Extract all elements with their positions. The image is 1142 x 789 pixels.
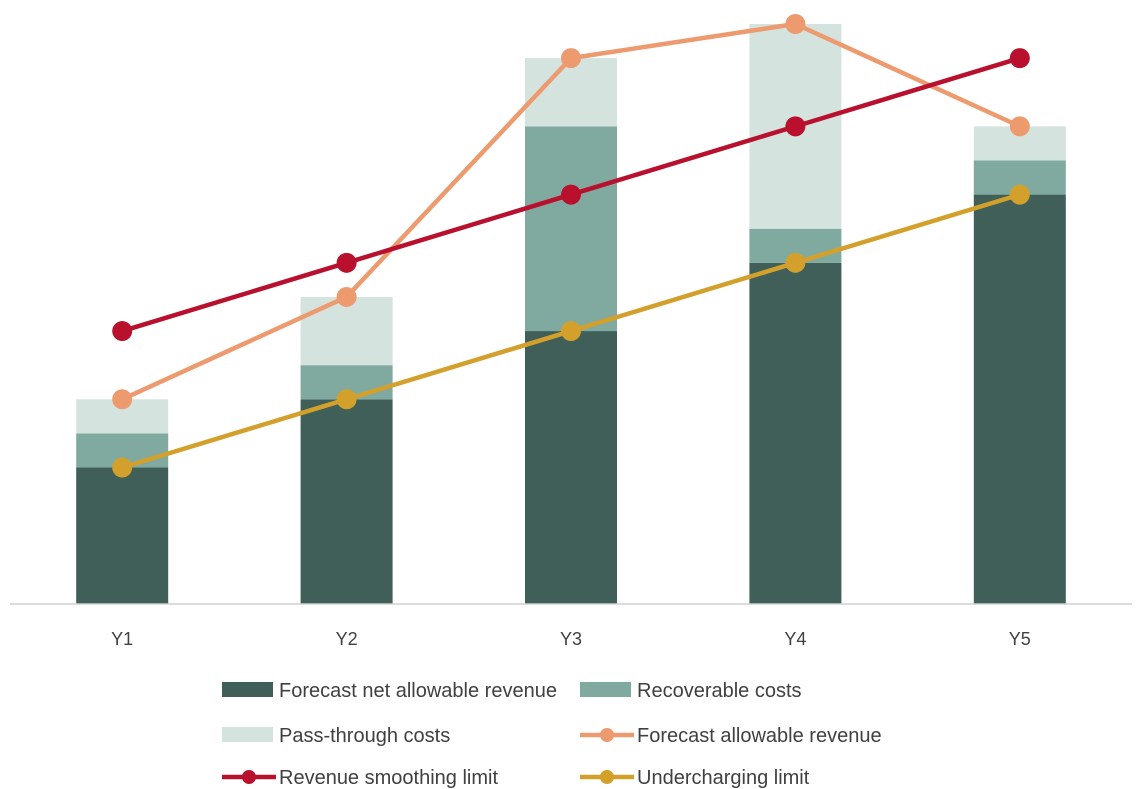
x-tick-label: Y4	[784, 629, 806, 649]
bar-forecast-net-allowable-revenue-y3	[525, 331, 617, 604]
legend-item-undercharging-limit: Undercharging limit	[580, 767, 810, 789]
point-forecast-allowable-revenue-y1	[112, 389, 133, 410]
legend-item-pass-through-costs: Pass-through costs	[222, 725, 450, 747]
legend-label: Recoverable costs	[637, 680, 802, 702]
bar-recoverable-costs-y3	[525, 126, 617, 332]
point-revenue-smoothing-limit-y2	[336, 252, 357, 273]
x-tick-label: Y3	[560, 629, 582, 649]
legend-marker	[600, 728, 614, 742]
point-undercharging-limit-y2	[336, 389, 357, 410]
legend-item-revenue-smoothing-limit: Revenue smoothing limit	[222, 767, 498, 789]
legend: Forecast net allowable revenue Recoverabl…	[222, 680, 882, 789]
point-revenue-smoothing-limit-y1	[112, 321, 133, 342]
point-undercharging-limit-y5	[1009, 184, 1030, 205]
point-forecast-allowable-revenue-y5	[1009, 116, 1030, 137]
bar-forecast-net-allowable-revenue-y5	[973, 194, 1066, 604]
point-revenue-smoothing-limit-y5	[1009, 48, 1030, 69]
x-tick-labels: Y1 Y2 Y3 Y4 Y5	[111, 629, 1031, 649]
bars-layer	[76, 24, 1066, 604]
legend-marker	[242, 770, 256, 784]
x-tick-label: Y1	[111, 629, 133, 649]
lines-layer	[112, 14, 1030, 478]
bar-forecast-net-allowable-revenue-y2	[300, 399, 393, 604]
legend-item-forecast-net-allowable-revenue: Forecast net allowable revenue	[222, 680, 557, 702]
legend-label: Undercharging limit	[637, 767, 810, 789]
point-forecast-allowable-revenue-y2	[336, 286, 357, 307]
x-tick-label: Y2	[336, 629, 358, 649]
legend-swatch	[222, 682, 273, 697]
point-revenue-smoothing-limit-y3	[561, 184, 581, 205]
legend-marker	[600, 770, 614, 784]
legend-swatch	[222, 727, 273, 742]
legend-label: Forecast allowable revenue	[637, 725, 882, 747]
point-revenue-smoothing-limit-y4	[785, 116, 806, 137]
point-forecast-allowable-revenue-y3	[561, 48, 581, 69]
point-undercharging-limit-y4	[785, 252, 806, 273]
legend-label: Pass-through costs	[279, 725, 450, 747]
point-forecast-allowable-revenue-y4	[785, 14, 806, 34]
bar-pass-through-costs-y2	[300, 296, 393, 366]
legend-label: Revenue smoothing limit	[279, 767, 498, 789]
x-tick-label: Y5	[1009, 629, 1031, 649]
legend-label: Forecast net allowable revenue	[279, 680, 557, 702]
point-undercharging-limit-y1	[112, 457, 133, 478]
legend-item-recoverable-costs: Recoverable costs	[580, 680, 802, 702]
point-undercharging-limit-y3	[561, 321, 581, 342]
bar-forecast-net-allowable-revenue-y4	[749, 262, 842, 604]
legend-swatch	[580, 682, 631, 697]
bar-forecast-net-allowable-revenue-y1	[76, 467, 169, 604]
legend-item-forecast-allowable-revenue: Forecast allowable revenue	[580, 725, 882, 747]
